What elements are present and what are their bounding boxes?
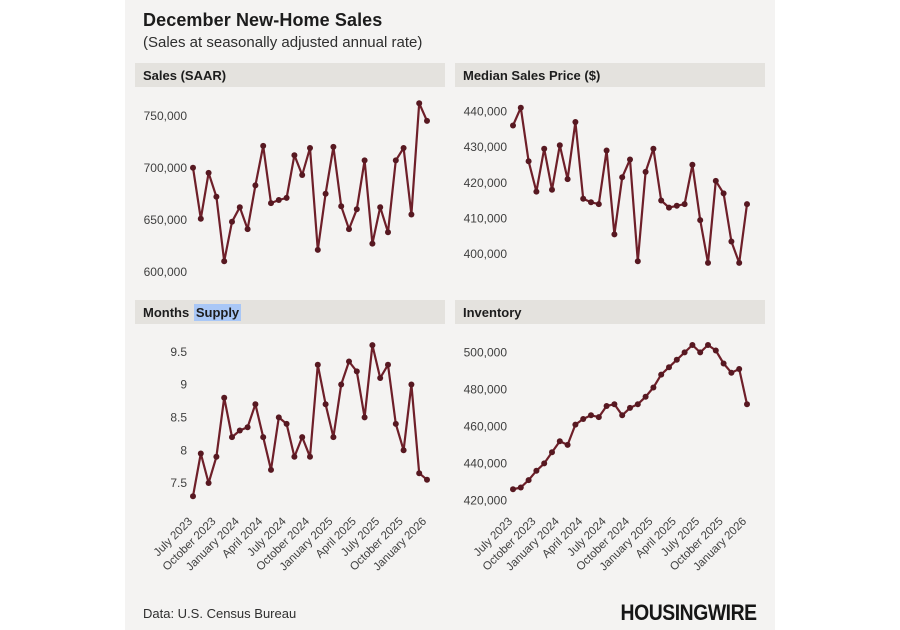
panel-title: Months Supply <box>135 300 445 324</box>
svg-text:440,000: 440,000 <box>464 104 508 118</box>
title-block: December New-Home Sales (Sales at season… <box>125 8 775 51</box>
svg-text:400,000: 400,000 <box>464 247 508 261</box>
panel-title-text: Sales (SAAR) <box>143 68 227 83</box>
panel-title: Inventory <box>455 300 765 324</box>
housingwire-logo: HOUSINGWIRE <box>620 600 758 625</box>
panel-title-text: Months <box>143 305 193 320</box>
panel-median-sales-price: Median Sales Price ($) 400,000 410,000 420… <box>455 63 765 292</box>
panel-inventory: Inventory 420,000 440,000 460,000 480,000 50… <box>455 300 765 592</box>
panel-title: Median Sales Price ($) <box>455 63 765 87</box>
sales-line-chart: 600,000 650,000 700,000 750,000 <box>135 87 445 292</box>
page-subtitle: (Sales at seasonally adjusted annual rat… <box>143 34 423 51</box>
svg-text:430,000: 430,000 <box>464 140 508 154</box>
chart-grid: Sales (SAAR) 600,000 650,000 700,000 750,00… <box>125 63 775 592</box>
svg-text:420,000: 420,000 <box>464 176 508 190</box>
svg-text:700,000: 700,000 <box>144 161 188 175</box>
data-source-note: Data: U.S. Census Bureau <box>143 605 297 621</box>
svg-text:410,000: 410,000 <box>464 212 508 226</box>
svg-text:8: 8 <box>180 443 187 457</box>
svg-text:500,000: 500,000 <box>464 346 508 360</box>
panel-title: Sales (SAAR) <box>135 63 445 87</box>
svg-text:9.5: 9.5 <box>170 345 187 359</box>
svg-text:480,000: 480,000 <box>464 383 508 397</box>
svg-text:600,000: 600,000 <box>144 265 188 279</box>
svg-text:7.5: 7.5 <box>170 476 187 490</box>
panel-title-text: Median Sales Price ($) <box>463 68 601 83</box>
svg-text:420,000: 420,000 <box>464 494 508 508</box>
svg-text:460,000: 460,000 <box>464 420 508 434</box>
svg-text:650,000: 650,000 <box>144 213 188 227</box>
panel-months-supply: Months Supply 7.5 8 8.5 9 9.5 July 2023 Octobe… <box>135 300 445 592</box>
page-title: December New-Home Sales <box>143 10 383 30</box>
footer: Data: U.S. Census Bureau HOUSINGWIRE <box>125 592 775 626</box>
svg-text:440,000: 440,000 <box>464 457 508 471</box>
svg-text:750,000: 750,000 <box>144 109 188 123</box>
median-price-line-chart: 400,000 410,000 420,000 430,000 440,000 <box>455 87 765 292</box>
svg-text:9: 9 <box>180 378 187 392</box>
svg-text:8.5: 8.5 <box>170 411 187 425</box>
months-supply-line-chart: 7.5 8 8.5 9 9.5 July 2023 October 2023 January … <box>135 324 445 592</box>
panel-title-highlight: Supply <box>193 304 242 321</box>
article-canvas: December New-Home Sales (Sales at season… <box>125 0 775 630</box>
panel-sales-saar: Sales (SAAR) 600,000 650,000 700,000 750,00… <box>135 63 445 292</box>
inventory-line-chart: 420,000 440,000 460,000 480,000 500,000 July … <box>455 324 765 592</box>
panel-title-text: Inventory <box>463 305 522 320</box>
